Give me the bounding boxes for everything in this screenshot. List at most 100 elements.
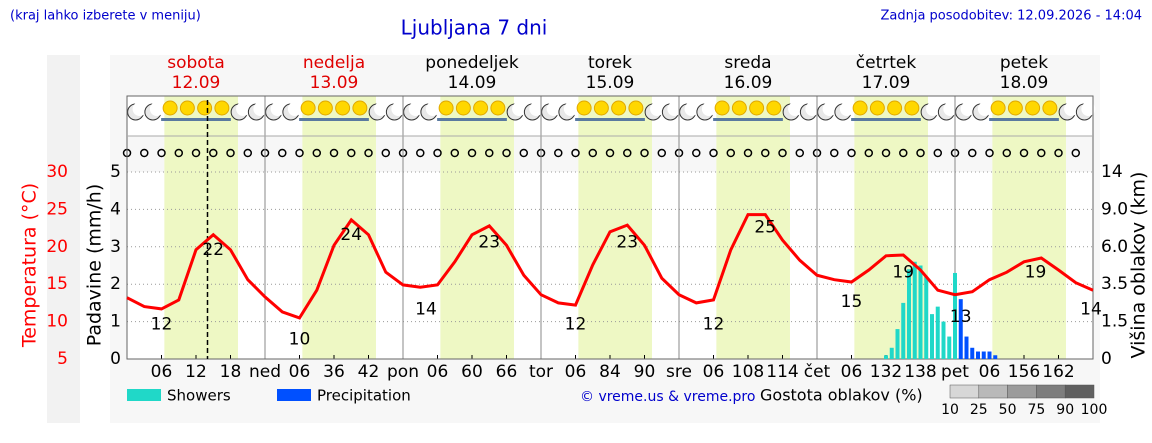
weather-icon-haze bbox=[851, 118, 870, 121]
x-tick-label: 66 bbox=[496, 362, 518, 382]
wind-calm bbox=[1019, 148, 1029, 158]
wind-calm bbox=[381, 148, 391, 158]
daylight-band bbox=[302, 96, 376, 359]
precip-bar bbox=[924, 276, 929, 359]
weather-icon-haze bbox=[350, 118, 369, 121]
day-date: 16.09 bbox=[724, 73, 773, 93]
wind-calm bbox=[140, 148, 149, 158]
weather-icon-moon-shadow bbox=[236, 102, 251, 116]
wind-calm bbox=[416, 148, 425, 158]
precip-bar bbox=[889, 347, 894, 359]
cloud-scale-label: 25 bbox=[970, 402, 988, 418]
wind-calm bbox=[226, 148, 235, 158]
temperature-tick-label: 5 bbox=[57, 349, 68, 369]
x-tick-label: ned bbox=[249, 362, 281, 382]
weather-icon-sun bbox=[887, 100, 903, 116]
wind-calm bbox=[899, 148, 908, 158]
wind-calm bbox=[985, 148, 994, 158]
precip-bar bbox=[901, 302, 906, 359]
x-tick-label: 18 bbox=[220, 362, 242, 382]
wind-calm bbox=[640, 148, 649, 158]
x-tick-label: 06 bbox=[841, 362, 863, 382]
wind-calm bbox=[502, 148, 511, 158]
temperature-line bbox=[126, 213, 1094, 320]
daylight-band bbox=[164, 96, 238, 359]
precip-bar bbox=[935, 306, 940, 359]
weather-icon-moon-shadow bbox=[253, 102, 268, 116]
legend-label: Showers bbox=[167, 387, 231, 405]
day-name: ponedeljek bbox=[425, 53, 519, 73]
y-tick-label: 4 bbox=[110, 199, 121, 219]
weather-icon-sun bbox=[300, 100, 316, 116]
weather-icon-sun bbox=[473, 100, 489, 116]
precip-bar bbox=[907, 269, 911, 359]
weather-icon-haze bbox=[299, 118, 318, 121]
temperature-tick-label: 30 bbox=[46, 162, 68, 182]
wind-calm bbox=[157, 148, 166, 158]
weather-icon-moon-shadow bbox=[943, 102, 958, 116]
x-tick-label: čet bbox=[804, 362, 831, 382]
precip-bar bbox=[947, 336, 952, 359]
cloud-scale-box bbox=[1064, 384, 1095, 399]
precip-bar bbox=[970, 347, 975, 359]
cloud-scale-title: Gostota oblakov (%) bbox=[760, 386, 923, 405]
weather-icon-haze bbox=[902, 118, 921, 121]
update-note: Zadnja posodobitev: 12.09.2026 - 14:04 bbox=[880, 9, 1142, 24]
precip-bar bbox=[930, 314, 934, 359]
legend-label: Precipitation bbox=[317, 387, 411, 405]
wind-calm bbox=[571, 148, 580, 158]
cloud-scale-label: 10 bbox=[941, 402, 959, 418]
day-name: petek bbox=[1000, 53, 1048, 73]
weather-icon-haze bbox=[868, 118, 887, 121]
x-tick-label: 60 bbox=[461, 362, 483, 382]
wind-calm bbox=[312, 148, 322, 158]
weather-icon-haze bbox=[1023, 118, 1042, 121]
temperature-label: 12 bbox=[151, 315, 173, 335]
precip-bar bbox=[958, 299, 963, 359]
weather-icon-sun bbox=[749, 100, 765, 116]
y2-tick-label: 0 bbox=[1101, 349, 1112, 369]
weather-icon-moon-shadow bbox=[132, 102, 147, 116]
legend-swatch bbox=[127, 389, 161, 401]
cloud-scale-label: 90 bbox=[1056, 402, 1074, 418]
x-tick-label: 114 bbox=[766, 362, 798, 382]
weather-icon-sun bbox=[352, 100, 368, 116]
weather-icon-haze bbox=[195, 118, 214, 121]
y2-axis-label: Višina oblakov (km) bbox=[1128, 172, 1150, 359]
weather-icon-moon-shadow bbox=[701, 102, 716, 116]
weather-icon-haze bbox=[592, 118, 611, 121]
weather-icon-sun bbox=[455, 100, 471, 116]
temperature-label: 10 bbox=[289, 330, 311, 350]
x-tick-label: 84 bbox=[599, 362, 621, 382]
precip-bar bbox=[981, 351, 986, 359]
y2-tick-label: 1.5 bbox=[1101, 312, 1128, 332]
weather-icon-sun bbox=[214, 100, 230, 116]
wind-calm bbox=[881, 148, 891, 158]
wind-calm bbox=[278, 148, 287, 158]
temperature-label: 12 bbox=[565, 315, 587, 335]
precip-bar bbox=[912, 261, 917, 359]
weather-icon-moon-shadow bbox=[529, 102, 544, 116]
weather-icon-sun bbox=[335, 100, 351, 116]
wind-calm bbox=[709, 148, 718, 158]
temperature-tick-label: 20 bbox=[46, 237, 68, 257]
weather-icon-haze bbox=[454, 118, 473, 121]
wind-calm bbox=[795, 148, 805, 158]
precip-bar bbox=[918, 265, 923, 359]
weather-icon-sun bbox=[1042, 100, 1058, 116]
weather-icon-haze bbox=[488, 118, 507, 121]
wind-calm bbox=[295, 148, 304, 158]
y-tick-label: 0 bbox=[110, 349, 121, 369]
wind-calm bbox=[467, 148, 477, 158]
wind-calm bbox=[433, 148, 442, 158]
cloud-scale-label: 75 bbox=[1027, 402, 1045, 418]
temperature-label: 24 bbox=[340, 225, 362, 245]
temperature-label: 22 bbox=[202, 240, 224, 260]
weather-icon-haze bbox=[437, 118, 456, 121]
wind-calm bbox=[778, 148, 787, 158]
weather-icon-sun bbox=[869, 100, 885, 116]
weather-icon-sun bbox=[852, 100, 868, 116]
wind-calm bbox=[847, 148, 856, 158]
weather-icon-sun bbox=[317, 100, 333, 116]
